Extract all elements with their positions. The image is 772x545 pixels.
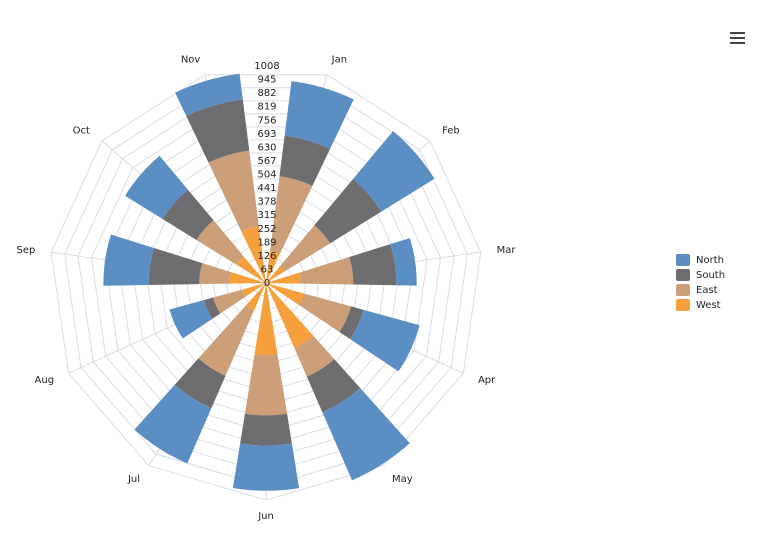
legend-item: North: [676, 254, 724, 266]
grid-polygon: [50, 74, 482, 501]
y-tick-label: 252: [257, 224, 276, 235]
bar-segment: [242, 283, 266, 297]
bar-segment: [196, 220, 244, 265]
legend-label: South: [696, 270, 725, 281]
bar-segment: [390, 238, 417, 286]
y-tick-label: 756: [257, 115, 276, 126]
bar-segment: [266, 283, 305, 306]
bar-segment: [125, 155, 188, 220]
bar-segment: [229, 272, 266, 284]
bar-segment: [236, 256, 266, 283]
bar-segment: [339, 306, 364, 340]
bar-segment: [314, 178, 382, 244]
legend-label: West: [696, 300, 721, 311]
legend-swatch: [676, 254, 690, 266]
legend-item: South: [676, 269, 725, 281]
x-tick-label: Apr: [478, 375, 496, 386]
bar-segment: [322, 387, 410, 481]
x-tick-label: Oct: [73, 125, 90, 136]
bar-segment: [299, 293, 352, 332]
bar-segment: [213, 289, 246, 314]
bar-segment: [162, 189, 214, 240]
y-tick-label: 1008: [254, 61, 279, 72]
bar-segment: [279, 135, 331, 186]
x-tick-label: Jul: [127, 474, 140, 485]
bar-segment: [353, 131, 435, 212]
bar-segment: [103, 234, 155, 286]
bar-segment: [208, 150, 259, 232]
bar-segment: [349, 244, 397, 286]
x-tick-label: Jun: [257, 511, 274, 522]
bar-segment: [306, 359, 361, 413]
x-tick-label: Jan: [331, 54, 347, 65]
x-tick-label: Sep: [17, 245, 36, 256]
bar-segment: [186, 99, 250, 163]
y-tick-label: 882: [257, 88, 276, 99]
bar-segment: [199, 263, 232, 285]
menu-button[interactable]: [727, 28, 749, 48]
y-tick-label: 693: [257, 129, 276, 140]
x-tick-label: May: [392, 474, 413, 485]
bar-segment: [254, 283, 278, 356]
y-tick-label: 0: [264, 278, 270, 289]
bar-segment: [174, 358, 226, 409]
legend-item: East: [676, 284, 718, 296]
grid-polygon: [77, 100, 455, 474]
grid-polygon: [90, 113, 442, 460]
y-tick-label: 630: [257, 142, 276, 153]
bar-segment: [266, 250, 280, 283]
grid-polygon: [64, 87, 468, 487]
y-tick-label: 504: [257, 170, 276, 181]
bar-segment: [298, 257, 354, 285]
y-tick-label: 126: [257, 251, 276, 262]
bar-segment: [232, 443, 300, 491]
x-tick-label: Nov: [181, 54, 201, 65]
bars: [103, 73, 435, 491]
bar-segment: [279, 225, 331, 272]
bar-segment: [169, 300, 213, 339]
bar-segment: [134, 384, 212, 464]
legend-label: East: [696, 285, 718, 296]
y-tick-label: 441: [257, 183, 276, 194]
bar-segment: [198, 305, 254, 376]
bar-segment: [270, 176, 313, 254]
bar-segment: [266, 272, 301, 284]
bar-segment: [241, 226, 266, 283]
y-tick-label: 189: [257, 237, 276, 248]
x-tick-label: Feb: [442, 125, 460, 136]
bar-segment: [244, 354, 288, 416]
legend-label: North: [696, 255, 724, 266]
y-tick-label: 63: [261, 264, 274, 275]
bar-segment: [284, 81, 354, 149]
legend-item: West: [676, 299, 721, 311]
x-tick-label: Aug: [35, 375, 55, 386]
bar-segment: [240, 413, 292, 446]
y-tick-label: 567: [257, 156, 276, 167]
y-tick-label: 315: [257, 210, 276, 221]
legend-swatch: [676, 299, 690, 311]
bar-segment: [175, 73, 243, 116]
y-tick-label: 819: [257, 102, 276, 113]
legend-swatch: [676, 269, 690, 281]
y-tick-label: 945: [257, 75, 276, 86]
menu-icon[interactable]: [730, 32, 745, 44]
bar-segment: [266, 283, 314, 349]
bar-segment: [203, 297, 221, 319]
bar-segment: [148, 248, 203, 286]
bar-segment: [266, 266, 285, 283]
x-tick-label: Mar: [497, 245, 517, 256]
y-tick-label: 378: [257, 197, 276, 208]
legend-swatch: [676, 284, 690, 296]
bar-segment: [350, 309, 420, 372]
bar-segment: [245, 283, 266, 311]
bar-segment: [294, 335, 335, 377]
